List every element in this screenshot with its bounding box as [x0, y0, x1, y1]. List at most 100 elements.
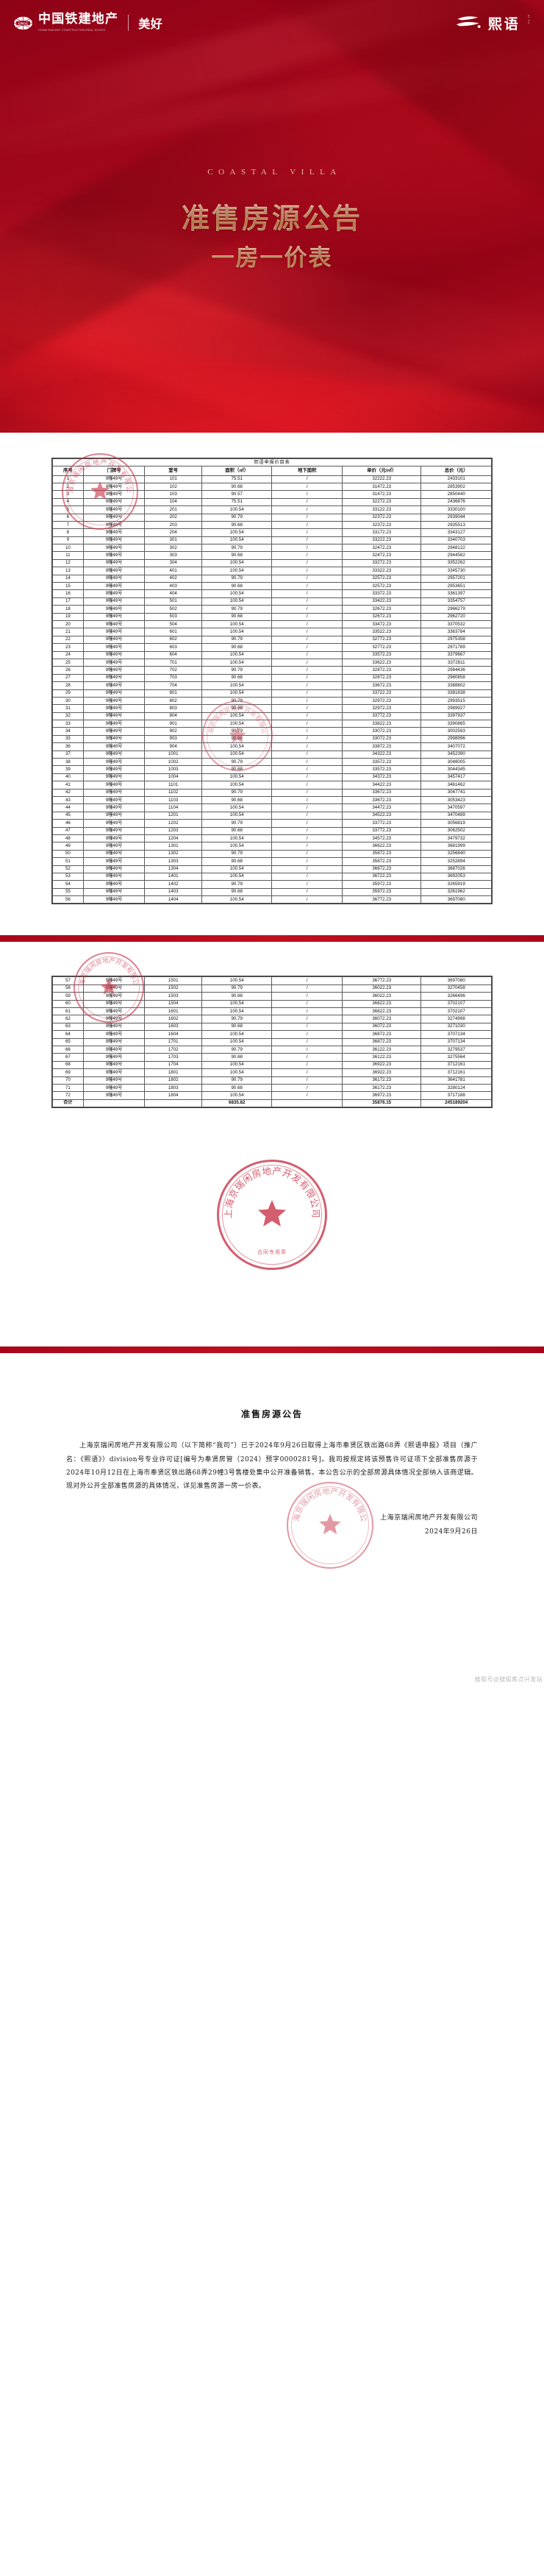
cell-basement: / [271, 696, 343, 706]
cell-index: 51 [52, 857, 84, 866]
cell-total: 2957201 [420, 574, 492, 583]
cell-building: 9幢49号 [82, 734, 146, 744]
cell-room: 1002 [144, 758, 202, 767]
cell-index: 65 [52, 1037, 84, 1046]
table-row: 58 9幢49号 1502 90.79/36022.23 3270458 [52, 984, 492, 993]
cell-unitprice: 34522.23 [341, 811, 422, 820]
price-table-container: 57 9幢49号 1501 100.54/36772.23 3697080 58 9幢49号… [51, 976, 493, 1109]
cell-room: 204 [144, 528, 202, 537]
cell-basement: / [271, 992, 343, 1001]
cell-index: 21 [52, 628, 84, 636]
cell-unitprice: 36172.23 [341, 1076, 422, 1085]
cell-basement: / [271, 497, 343, 507]
cell-room: 1801 [144, 1068, 202, 1077]
cell-room: 1103 [144, 795, 202, 805]
hero-title-line1: 准售房源公告 [0, 202, 544, 237]
cell-unitprice: 32972.23 [341, 704, 422, 713]
cell-building: 9幢49号 [82, 505, 146, 514]
cell-total: 3062502 [420, 826, 492, 835]
cell-unitprice: 36972.23 [341, 1091, 422, 1100]
cell-index: 61 [52, 1007, 84, 1016]
table-row: 21 9幢49号 601 100.54/33522.23 3363784 [52, 628, 492, 636]
notice-signature-block: 上海京瑞闲房地产开发有限公司 2024年9月26日 [66, 1511, 478, 1539]
cell-index: 52 [52, 865, 84, 873]
cell-basement: / [271, 727, 343, 736]
cell-basement: / [271, 842, 343, 851]
cell-basement: / [271, 589, 343, 598]
table-row: 2 9幢49号 102 90.68/31472.23 2853902 [52, 482, 492, 492]
cell-total: 3697080 [420, 976, 492, 985]
cell-building: 9幢49号 [82, 528, 146, 537]
table-row: 41 9幢49号 1101 100.54/34422.23 3461462 [52, 781, 492, 790]
cell-basement: / [271, 750, 343, 759]
table-row: 19 9幢49号 503 90.68/32672.23 2962720 [52, 612, 492, 622]
cell-unitprice: 36022.23 [341, 992, 422, 1001]
cell-building: 9幢49号 [82, 887, 146, 897]
col-header-basement: 地下面积 [271, 466, 343, 476]
price-table-body-page2: 57 9幢49号 1501 100.54/36772.23 3697080 58 9幢49号… [52, 976, 492, 1100]
cell-unitprice: 33722.23 [341, 689, 422, 698]
cell-room: 903 [144, 734, 202, 744]
cell-unitprice: 36622.23 [341, 842, 422, 851]
cell-total: 2975358 [420, 635, 492, 645]
cell-room: 801 [144, 689, 202, 698]
svg-text:CRCC: CRCC [18, 21, 29, 26]
total-basement [271, 1099, 343, 1108]
table-row: 64 9幢49号 1604 100.54/36872.23 3707134 [52, 1030, 492, 1039]
cell-basement: / [271, 788, 343, 798]
cell-unitprice: 36772.23 [341, 895, 422, 904]
table-row: 51 9幢49号 1303 90.68/35872.23 3252894 [52, 857, 492, 866]
cell-room: 601 [144, 628, 202, 636]
cell-building: 9幢49号 [82, 582, 146, 591]
document-page-2: 上海京瑞闲房地产开发有限公司 579幢49号1501100.54/36772.2… [0, 952, 544, 1347]
cell-total: 3280124 [420, 1083, 492, 1093]
cell-basement: / [271, 976, 343, 985]
cell-room: 1501 [144, 976, 202, 985]
cell-basement: / [271, 819, 343, 828]
table-row: 38 9幢49号 1002 90.79/33572.23 3048005 [52, 758, 492, 767]
cell-index: 1 [52, 475, 84, 483]
cell-basement: / [271, 574, 343, 583]
cell-basement: / [271, 781, 343, 790]
cell-index: 25 [52, 658, 84, 667]
total-room [144, 1099, 202, 1108]
cell-building: 9幢49号 [82, 750, 146, 759]
cell-room: 1302 [144, 849, 202, 859]
hero-banner: CRCC 中国铁建地产 CHINA RAILWAY CONSTRUCTION R… [0, 0, 544, 433]
table-row: 39 9幢49号 1003 90.68/33572.23 3044345 [52, 765, 492, 774]
cell-area: 100.54 [201, 1030, 273, 1039]
cell-area: 90.79 [201, 788, 273, 798]
table-row: 56 9幢49号 1404 100.54/36772.23 3697080 [52, 895, 492, 904]
cell-unitprice: 32222.23 [341, 475, 422, 483]
cell-unitprice: 33272.23 [341, 558, 422, 568]
cell-room: 402 [144, 574, 202, 583]
cell-unitprice: 32472.23 [341, 544, 422, 553]
cell-area: 100.54 [201, 781, 273, 790]
cell-basement: / [271, 849, 343, 859]
cell-area: 75.51 [201, 497, 273, 507]
hero-eyebrow: COASTAL VILLA [207, 168, 342, 177]
cell-total: 2971789 [420, 643, 492, 652]
cell-area: 100.54 [201, 628, 273, 636]
cell-total: 3379667 [420, 650, 492, 659]
cell-room: 103 [144, 490, 202, 499]
cell-basement: / [271, 605, 343, 614]
cell-total: 3702107 [420, 999, 492, 1009]
cell-unitprice: 32372.23 [341, 520, 422, 530]
table-row: 48 9幢49号 1204 100.54/34572.23 3479732 [52, 834, 492, 843]
table-caption: 熙语申报价目表 [52, 458, 492, 467]
cell-total: 3340703 [420, 536, 492, 545]
cell-room: 1201 [144, 811, 202, 820]
col-header-building: 门牌号 [82, 466, 146, 476]
cell-unitprice: 33422.23 [341, 597, 422, 606]
table-row: 44 9幢49号 1104 100.54/34472.23 3470597 [52, 803, 492, 812]
cell-unitprice: 33072.23 [341, 727, 422, 736]
table-row: 72 9幢49号 1804 100.54/36972.23 3717188 [52, 1091, 492, 1100]
table-row: 16 9幢49号 404 100.54/33372.23 3361397 [52, 589, 492, 598]
brand-name-block: 中国铁建地产 CHINA RAILWAY CONSTRUCTION REAL E… [38, 13, 118, 32]
cell-unitprice: 36722.23 [341, 872, 422, 881]
cell-unitprice: 32772.23 [341, 635, 422, 645]
cell-basement: / [271, 795, 343, 805]
cell-area: 90.79 [201, 605, 273, 614]
cell-total: 3265919 [420, 880, 492, 889]
